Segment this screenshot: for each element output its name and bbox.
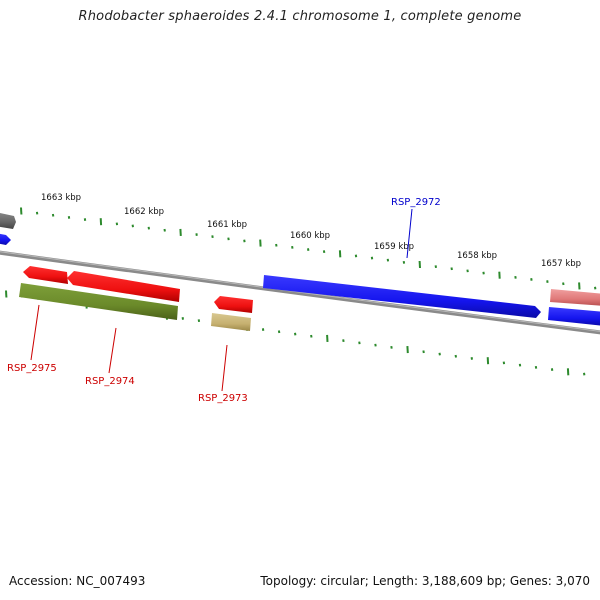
gene-feature-rsp-2974[interactable] [67, 271, 180, 302]
scale-label-1662: 1662 kbp [124, 207, 164, 217]
chromosome-backbone [0, 250, 600, 335]
gene-label-rsp-2972[interactable]: RSP_2972 [391, 197, 441, 208]
forward-strand-features [0, 212, 600, 326]
leader-rsp-2972 [406, 208, 413, 259]
accession-text: Accession: NC_007493 [9, 574, 146, 588]
gene-feature-tan[interactable] [211, 313, 251, 331]
gene-label-rsp-2975[interactable]: RSP_2975 [7, 363, 57, 374]
scale-label-1660: 1660 kbp [290, 231, 330, 241]
scale-label-1659: 1659 kbp [374, 242, 414, 252]
gene-feature-olive-rna[interactable] [19, 283, 178, 320]
leader-rsp-2973 [221, 344, 228, 392]
scale-labels: 1663 kbp 1662 kbp 1661 kbp 1660 kbp 1659… [41, 193, 581, 269]
gene-feature-blue-left[interactable] [0, 233, 11, 245]
outer-scale-ticks [20, 207, 597, 290]
gene-label-rsp-2973[interactable]: RSP_2973 [198, 393, 248, 404]
gene-label-leaders [30, 208, 413, 392]
map-title: Rhodobacter sphaeroides 2.4.1 chromosome… [78, 9, 522, 24]
gene-label-rsp-2974[interactable]: RSP_2974 [85, 376, 135, 387]
chromosome-backbone-highlight [0, 251, 600, 332]
genome-summary-text: Topology: circular; Length: 3,188,609 bp… [260, 574, 590, 588]
scale-label-1658: 1658 kbp [457, 251, 497, 261]
reverse-strand-features [19, 266, 253, 331]
gene-feature-rsp-2972[interactable] [263, 275, 541, 318]
gene-feature-blue-right[interactable] [548, 307, 600, 326]
scale-label-1657: 1657 kbp [541, 259, 581, 269]
leader-rsp-2975 [30, 304, 40, 361]
gene-labels: RSP_2972 RSP_2975 RSP_2974 RSP_2973 [7, 197, 441, 404]
scale-label-1663: 1663 kbp [41, 193, 81, 203]
scale-label-1661: 1661 kbp [207, 220, 247, 230]
gene-feature-pink[interactable] [550, 289, 600, 306]
gene-feature-rsp-2973[interactable] [214, 296, 253, 313]
gene-feature-rsp-2975[interactable] [23, 266, 68, 284]
gene-feature-gray[interactable] [0, 212, 16, 229]
leader-rsp-2974 [108, 327, 117, 374]
